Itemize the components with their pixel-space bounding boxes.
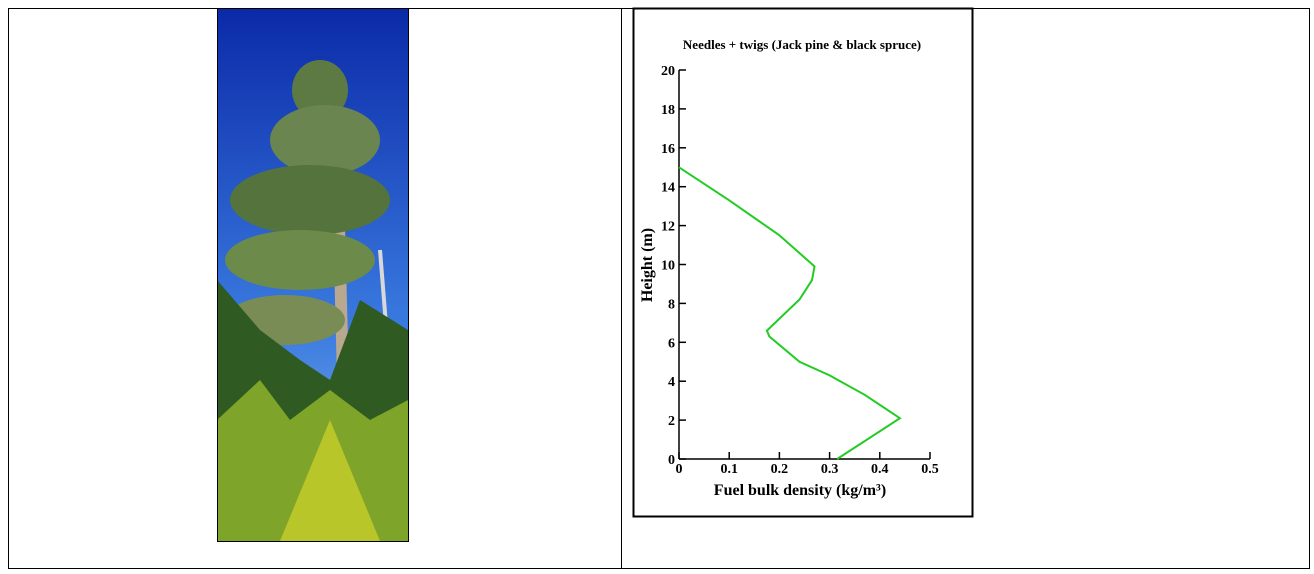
y-tick-label: 0 [668,453,675,468]
y-tick-label: 20 [661,64,675,79]
y-tick-label: 16 [661,142,675,157]
page: {"chart_data": {"type": "line", "title":… [0,0,1314,569]
x-tick-label: 0.1 [720,462,738,477]
page-canvas: Needles + twigs (Jack pine & black spruc… [0,0,1314,569]
y-axis-label: Height (m) [639,228,656,302]
y-tick-label: 4 [668,375,675,390]
y-tick-label: 8 [668,297,675,312]
y-tick-label: 10 [661,259,675,274]
y-tick-label: 12 [661,220,675,235]
x-tick-label: 0.5 [921,462,939,477]
y-tick-label: 2 [668,414,675,429]
chart-title: Needles + twigs (Jack pine & black spruc… [683,37,921,52]
x-tick-label: 0.4 [871,462,889,477]
x-tick-label: 0.3 [821,462,839,477]
tree-photo [217,9,409,542]
x-tick-label: 0 [676,462,683,477]
x-tick-label: 0.2 [771,462,789,477]
chart-frame [634,9,973,517]
x-axis-label: Fuel bulk density (kg/m³) [714,482,886,499]
y-tick-label: 18 [661,103,675,118]
y-tick-label: 14 [661,181,675,196]
y-tick-label: 6 [668,336,675,351]
